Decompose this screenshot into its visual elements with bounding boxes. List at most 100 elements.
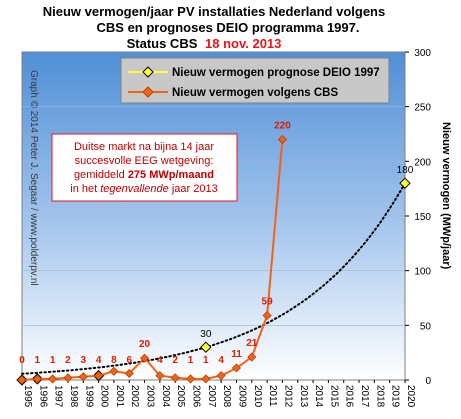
annotation-line3-prefix: gemiddeld (74, 169, 128, 181)
x-tick-label-2001: 2001 (114, 385, 125, 408)
chart-title-line3: Status CBS 18 nov. 2013 (127, 36, 282, 51)
annotation-line4-suffix: jaar 2013 (169, 183, 218, 195)
annotation-line1: Duitse markt na bijna 14 jaar (74, 141, 214, 153)
x-tick-label-2020: 2020 (405, 385, 416, 408)
annotation-line4: in het tegenvallende jaar 2013 (70, 183, 217, 195)
cbs-marker-2012 (277, 134, 288, 145)
cbs-marker-2000 (94, 371, 104, 381)
cbs-series (17, 134, 288, 385)
x-axis: 1995 1996 1997 1998 1999 2000 2001 2002 2003 2004… (21, 380, 416, 408)
x-tick-label-2017: 2017 (359, 385, 370, 408)
x-tick-label-1999: 1999 (83, 385, 94, 408)
chart-title-date: 18 nov. 2013 (205, 36, 281, 51)
x-tick-label-2014: 2014 (313, 385, 324, 408)
cbs-label-2006: 1 (188, 355, 194, 366)
legend: Nieuw vermogen prognose DEIO 1997 Nieuw … (120, 57, 390, 104)
y-tick-label-300: 300 (414, 48, 431, 59)
x-tick-label-2002: 2002 (129, 385, 140, 408)
legend-prognosis-marker (142, 66, 154, 78)
x-tick-label-1995: 1995 (22, 385, 33, 408)
cbs-label-2010: 21 (246, 338, 258, 349)
x-tick-label-2016: 2016 (344, 385, 355, 408)
cbs-marker-1997 (48, 374, 58, 384)
cbs-marker-2011 (262, 310, 272, 321)
cbs-label-1995: 0 (19, 355, 25, 366)
prognosis-label-2020: 180 (397, 165, 414, 176)
chart-title-line2: CBS en prognoses DEIO programma 1997. (97, 20, 360, 35)
y-tick-label-0: 0 (425, 376, 431, 387)
x-tick-label-2003: 2003 (145, 385, 156, 408)
cbs-marker-1996 (32, 374, 42, 384)
cbs-label-2004: 4 (157, 355, 163, 366)
y-tick-label-150: 150 (414, 212, 431, 223)
y-axis: 0 50 100 150 200 250 300 (405, 48, 431, 387)
x-tick-label-2008: 2008 (221, 385, 232, 408)
x-tick-label-2019: 2019 (390, 385, 401, 408)
legend-cbs-marker (142, 86, 154, 98)
y-tick-label-200: 200 (414, 157, 431, 168)
cbs-marker-2002 (124, 368, 134, 379)
cbs-marker-1998 (63, 373, 73, 383)
y-axis-label: Nieuw vermogen (MWp/jaar) (440, 122, 452, 270)
prognosis-line (21, 182, 406, 375)
annotation-line4-prefix: in het (70, 183, 100, 195)
x-tick-label-1996: 1996 (37, 385, 48, 408)
cbs-marker-2001 (109, 366, 119, 376)
x-tick-label-2013: 2013 (298, 385, 309, 408)
legend-cbs-label: Nieuw vermogen volgens CBS (172, 87, 338, 99)
cbs-label-2005: 2 (172, 355, 178, 366)
cbs-marker-2004 (155, 371, 165, 381)
watermark-text: Graph © 2014 Peter J. Segaar / www.polde… (28, 70, 39, 286)
x-tick-label-2018: 2018 (374, 385, 385, 408)
x-tick-label-2015: 2015 (328, 385, 339, 408)
cbs-label-2008: 4 (218, 355, 224, 366)
y-tick-label-50: 50 (420, 321, 432, 332)
cbs-label-2007: 1 (203, 355, 209, 366)
cbs-label-1999: 3 (80, 355, 86, 366)
cbs-marker-1995 (17, 375, 27, 385)
chart-title-line1: Nieuw vermogen/jaar PV installaties Nede… (43, 4, 385, 19)
x-tick-label-2009: 2009 (236, 385, 247, 408)
annotation: Duitse markt na bijna 14 jaar succesvoll… (51, 133, 238, 202)
x-tick-label-2005: 2005 (175, 385, 186, 408)
prognosis-series (16, 177, 411, 386)
legend-box (120, 57, 390, 104)
cbs-label-1997: 1 (50, 355, 56, 366)
x-tick-label-2000: 2000 (99, 385, 110, 408)
x-tick-label-1997: 1997 (53, 385, 64, 408)
cbs-label-1998: 2 (65, 355, 71, 366)
x-tick-label-2004: 2004 (160, 385, 171, 408)
gridlines (22, 106, 405, 326)
cbs-marker-2008 (216, 371, 226, 381)
cbs-label-2003: 20 (139, 339, 151, 350)
annotation-line3-bold: 275 MWp/maand (128, 169, 214, 181)
cbs-label-2011: 59 (262, 296, 274, 307)
x-tick-label-1998: 1998 (68, 385, 79, 408)
cbs-marker-2009 (231, 363, 242, 373)
x-tick-label-2007: 2007 (206, 385, 217, 408)
cbs-label-1996: 1 (35, 355, 41, 366)
annotation-line2: succesvolle EEG wetgeving: (75, 155, 214, 167)
cbs-marker-2003 (139, 353, 150, 363)
prognosis-label-2007: 30 (200, 329, 212, 340)
annotation-line4-italic: tegenvallende (100, 183, 169, 195)
cbs-marker-2010 (247, 352, 257, 362)
x-tick-label-2006: 2006 (191, 385, 202, 408)
cbs-label-2001: 8 (111, 355, 117, 366)
legend-prognosis-label: Nieuw vermogen prognose DEIO 1997 (172, 67, 380, 79)
x-tick-label-2012: 2012 (282, 385, 293, 408)
prognosis-marker-2007 (200, 341, 212, 353)
cbs-label-2000: 4 (96, 355, 102, 366)
y-tick-label-100: 100 (414, 267, 431, 278)
y-tick-label-250: 250 (414, 103, 431, 114)
cbs-marker-2005 (170, 373, 180, 383)
cbs-marker-2007 (201, 374, 211, 384)
prognosis-marker-2020 (399, 177, 411, 189)
cbs-label-2002: 6 (126, 355, 132, 366)
cbs-label-2009: 11 (231, 349, 242, 360)
x-tick-label-2011: 2011 (267, 385, 278, 407)
annotation-line3: gemiddeld 275 MWp/maand (74, 169, 214, 181)
chart-title-status: Status CBS (127, 36, 198, 51)
